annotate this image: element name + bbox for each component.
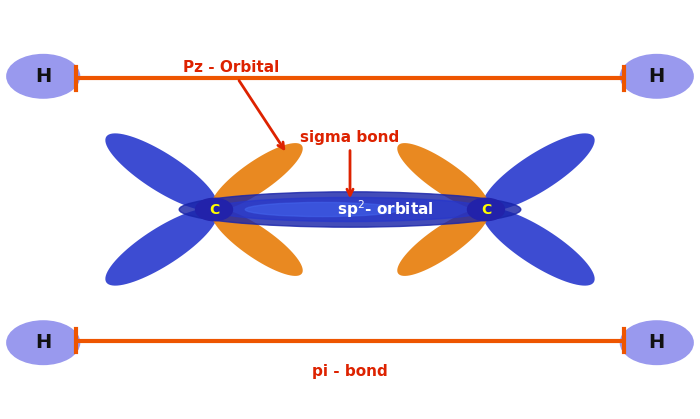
Text: H: H xyxy=(649,67,665,86)
Polygon shape xyxy=(482,208,594,286)
Text: C: C xyxy=(481,202,491,217)
Text: sp$^2$- orbital: sp$^2$- orbital xyxy=(337,199,433,220)
Text: C: C xyxy=(209,202,219,217)
Text: H: H xyxy=(35,333,51,352)
Text: sigma bond: sigma bond xyxy=(300,130,400,195)
Circle shape xyxy=(620,54,693,98)
Circle shape xyxy=(7,54,80,98)
Polygon shape xyxy=(211,143,302,210)
Polygon shape xyxy=(482,133,594,211)
Text: pi - bond: pi - bond xyxy=(312,364,388,378)
Text: H: H xyxy=(649,333,665,352)
Text: H: H xyxy=(35,67,51,86)
Circle shape xyxy=(196,199,232,220)
Polygon shape xyxy=(106,208,218,286)
Circle shape xyxy=(7,321,80,365)
Polygon shape xyxy=(398,209,489,276)
Ellipse shape xyxy=(179,192,521,227)
Ellipse shape xyxy=(245,202,399,217)
Polygon shape xyxy=(398,143,489,210)
Ellipse shape xyxy=(210,197,490,222)
Polygon shape xyxy=(106,133,218,211)
Circle shape xyxy=(620,321,693,365)
Circle shape xyxy=(468,199,504,220)
Text: Pz - Orbital: Pz - Orbital xyxy=(183,60,284,149)
Polygon shape xyxy=(211,209,302,276)
